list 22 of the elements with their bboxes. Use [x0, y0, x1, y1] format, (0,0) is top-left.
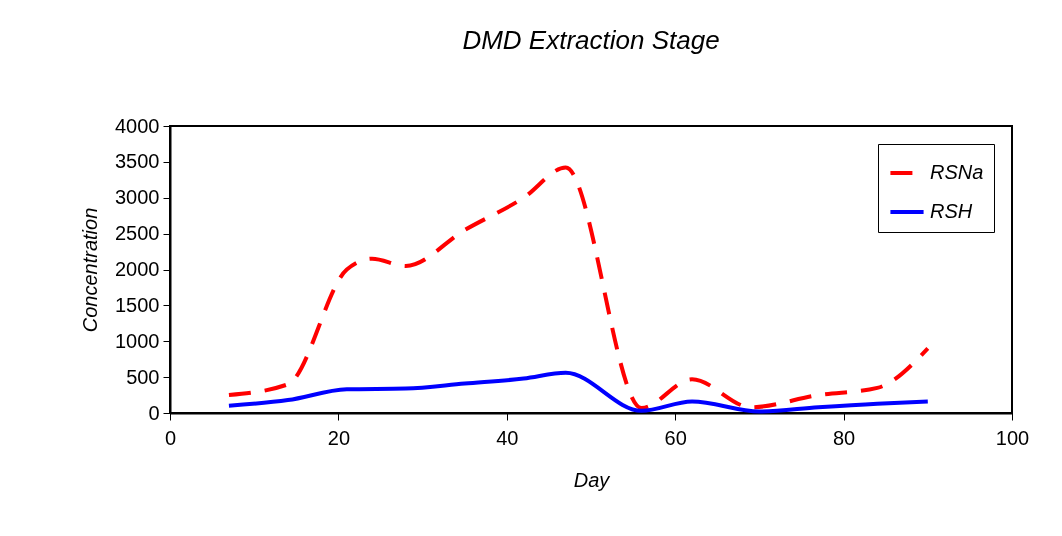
- x-axis-title: Day: [573, 468, 611, 491]
- y-axis-title: Concentration: [79, 207, 102, 333]
- y-tick-label: 3000: [115, 186, 160, 209]
- y-tick-label: 3500: [115, 150, 160, 173]
- line-series: [226, 370, 930, 414]
- chart-title: DMD Extraction Stage: [462, 25, 720, 55]
- y-tick-label: 1500: [115, 293, 160, 316]
- legend-label: RSH: [930, 200, 973, 222]
- legend-label: RSNa: [930, 161, 984, 183]
- y-tick-label: 0: [148, 401, 160, 424]
- y-tick-label: 1000: [115, 329, 160, 352]
- y-tick-label: 500: [126, 365, 160, 388]
- x-tick-label: 80: [832, 426, 856, 449]
- y-tick-label: 4000: [115, 114, 160, 137]
- x-tick-label: 20: [327, 426, 351, 449]
- x-tick-label: 40: [496, 426, 519, 449]
- x-tick-label: 60: [664, 426, 687, 449]
- x-tick-label: 100: [995, 426, 1030, 449]
- line-series: [226, 165, 930, 410]
- y-tick-label: 2500: [115, 222, 160, 245]
- y-tick-label: 2000: [115, 258, 160, 280]
- x-tick-label: 0: [164, 426, 177, 449]
